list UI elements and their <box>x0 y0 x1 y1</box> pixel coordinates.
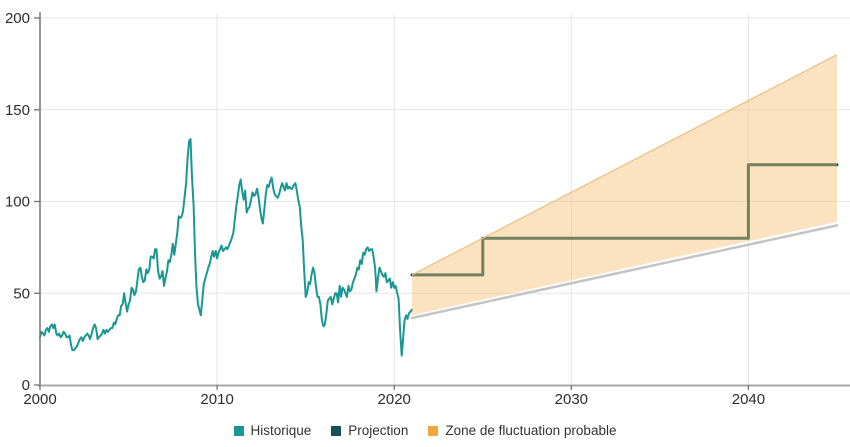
legend-item-projection[interactable]: Projection <box>331 423 408 438</box>
historical-line <box>39 138 413 357</box>
legend-label: Zone de fluctuation probable <box>445 423 617 438</box>
y-tick-label: 150 <box>5 102 30 119</box>
projection-line <box>410 163 839 277</box>
y-tick-label: 200 <box>5 10 30 27</box>
grid <box>40 14 850 385</box>
legend-label: Historique <box>250 423 312 438</box>
x-tick-label: 2030 <box>555 391 588 408</box>
chart-legend: Historique Projection Zone de fluctuation … <box>0 423 850 438</box>
legend-item-zone-de-fluctuation-probable[interactable]: Zone de fluctuation probable <box>428 423 616 438</box>
legend-swatch-icon <box>331 425 342 436</box>
x-tick-label: 2020 <box>378 391 411 408</box>
legend-swatch-icon <box>233 425 244 436</box>
fluctuation-zone <box>411 54 838 316</box>
legend-item-historique[interactable]: Historique <box>233 423 312 438</box>
y-axis: 0 50 100 150 200 <box>5 10 41 394</box>
x-axis: 2000 2010 2020 2030 2040 <box>23 384 850 408</box>
y-tick-label: 50 <box>13 285 30 302</box>
legend-swatch-icon <box>428 425 439 436</box>
zone-lower-shadow <box>410 224 839 320</box>
x-tick-label: 2000 <box>23 391 56 408</box>
y-tick-label: 100 <box>5 194 30 211</box>
y-tick-label: 0 <box>22 377 30 394</box>
legend-label: Projection <box>348 423 409 438</box>
x-tick-label: 2010 <box>200 391 233 408</box>
x-tick-label: 2040 <box>732 391 765 408</box>
